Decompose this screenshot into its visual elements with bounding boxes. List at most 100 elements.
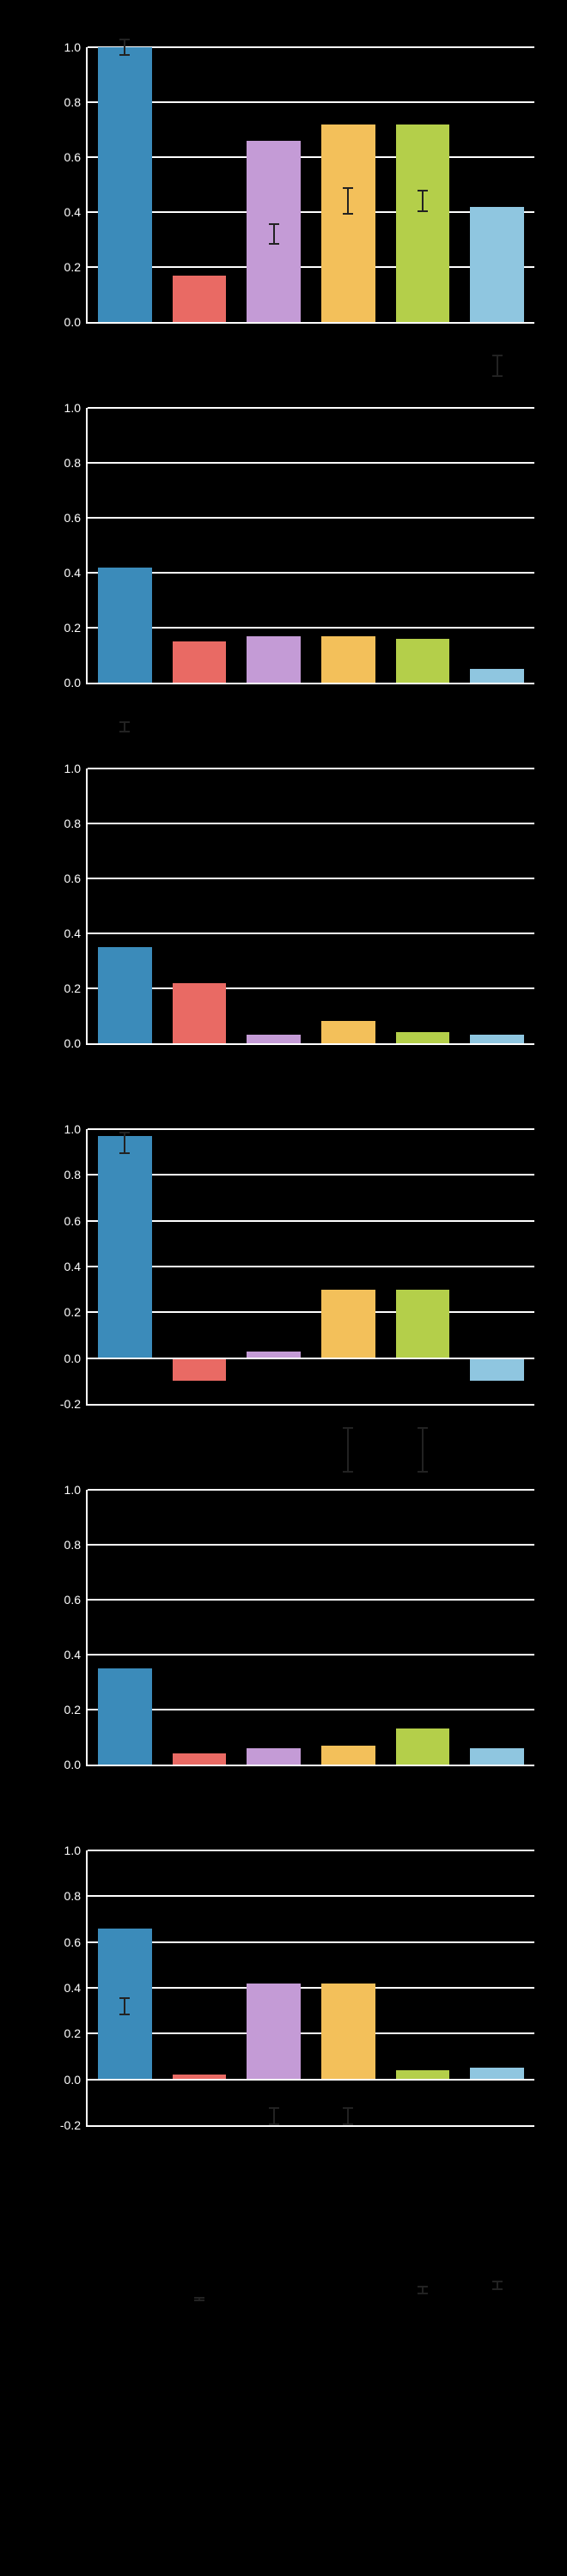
bar bbox=[173, 641, 226, 683]
gridline bbox=[88, 1544, 534, 1546]
bar bbox=[247, 1035, 300, 1043]
bar bbox=[321, 1746, 375, 1765]
bar-chart: -0.20.00.20.40.60.81.0 bbox=[26, 1838, 541, 2164]
zero-line bbox=[88, 1358, 534, 1359]
error-bar bbox=[124, 39, 125, 55]
ytick-label: 1.0 bbox=[64, 762, 88, 775]
gridline bbox=[88, 627, 534, 629]
error-bar bbox=[124, 1132, 125, 1155]
bar bbox=[321, 1290, 375, 1358]
ytick-label: 0.8 bbox=[64, 817, 88, 830]
ytick-label: 1.0 bbox=[64, 1844, 88, 1857]
ytick-label: 0.6 bbox=[64, 1935, 88, 1949]
gridline bbox=[88, 1654, 534, 1656]
ytick-label: 1.0 bbox=[64, 401, 88, 415]
gridline bbox=[88, 407, 534, 409]
error-bar bbox=[273, 2107, 275, 2125]
gridline bbox=[88, 878, 534, 879]
bar bbox=[98, 568, 151, 683]
plot-area: 0.00.20.40.60.81.0 bbox=[86, 1490, 534, 1766]
bar bbox=[247, 1984, 300, 2080]
gridline bbox=[88, 462, 534, 464]
plot-area: 0.00.20.40.60.81.0 bbox=[86, 408, 534, 684]
bar bbox=[396, 1728, 449, 1765]
zero-line bbox=[88, 2079, 534, 2081]
bar bbox=[173, 983, 226, 1043]
bar bbox=[173, 1753, 226, 1765]
bar bbox=[321, 1984, 375, 2080]
error-bar bbox=[347, 187, 349, 215]
gridline bbox=[88, 517, 534, 519]
bar bbox=[247, 636, 300, 683]
ytick-label: 0.4 bbox=[64, 205, 88, 219]
ytick-label: 0.0 bbox=[64, 2073, 88, 2087]
plot-area: -0.20.00.20.40.60.81.0 bbox=[86, 1850, 534, 2127]
ytick-label: 0.8 bbox=[64, 456, 88, 470]
ytick-label: 0.6 bbox=[64, 150, 88, 164]
ytick-label: 0.2 bbox=[64, 981, 88, 995]
bar-chart: 0.00.20.40.60.81.0 bbox=[26, 756, 541, 1082]
bar bbox=[396, 1290, 449, 1358]
bar bbox=[247, 1748, 300, 1765]
ytick-label: 0.6 bbox=[64, 511, 88, 525]
gridline bbox=[88, 572, 534, 574]
gridline bbox=[88, 768, 534, 769]
gridline bbox=[88, 156, 534, 158]
bar bbox=[396, 639, 449, 683]
ytick-label: 0.0 bbox=[64, 1036, 88, 1050]
gridline bbox=[88, 1489, 534, 1491]
gridline bbox=[88, 823, 534, 824]
bar-chart: 0.0 0.2 0.4 0.6 0.8 1.0 bbox=[26, 34, 541, 361]
bar bbox=[98, 1929, 151, 2080]
error-bar bbox=[422, 1427, 424, 1473]
bar bbox=[470, 669, 523, 683]
bar bbox=[470, 2068, 523, 2079]
error-bar bbox=[497, 2281, 498, 2290]
bar bbox=[98, 1668, 151, 1765]
gridline bbox=[88, 1174, 534, 1176]
ytick-label: 0.0 bbox=[64, 1758, 88, 1771]
bar bbox=[98, 47, 151, 322]
gridline bbox=[88, 1311, 534, 1313]
bar bbox=[98, 1136, 151, 1358]
ytick-label: 0.2 bbox=[64, 2026, 88, 2040]
gridline bbox=[88, 101, 534, 103]
error-bar bbox=[422, 2286, 424, 2295]
ytick-label: 0.8 bbox=[64, 95, 88, 109]
ytick-label: -0.2 bbox=[60, 1397, 88, 1411]
gridline bbox=[88, 1709, 534, 1710]
plot-area: -0.20.00.20.40.60.81.0 bbox=[86, 1129, 534, 1406]
ytick-label: 0.2 bbox=[64, 1703, 88, 1716]
bar bbox=[396, 1032, 449, 1043]
ytick-label: 0.4 bbox=[64, 1981, 88, 1995]
gridline bbox=[88, 211, 534, 213]
gridline bbox=[88, 1895, 534, 1897]
gridline bbox=[88, 266, 534, 268]
bar-chart: 0.00.20.40.60.81.0 bbox=[26, 1477, 541, 1803]
bar bbox=[470, 1358, 523, 1382]
ytick-label: 0.0 bbox=[64, 1352, 88, 1365]
ytick-label: 0.4 bbox=[64, 1648, 88, 1662]
bar bbox=[321, 636, 375, 683]
ytick-label: 0.4 bbox=[64, 927, 88, 940]
gridline bbox=[88, 46, 534, 48]
gridline bbox=[88, 1987, 534, 1989]
bar bbox=[321, 125, 375, 322]
bar bbox=[247, 141, 300, 322]
ytick-label: 0.0 bbox=[64, 315, 88, 329]
bar-chart: -0.20.00.20.40.60.81.0 bbox=[26, 1116, 541, 1443]
error-bar bbox=[497, 355, 498, 377]
error-bar bbox=[124, 1997, 125, 2015]
bar bbox=[396, 125, 449, 322]
ytick-label: 0.2 bbox=[64, 260, 88, 274]
gridline bbox=[88, 1266, 534, 1267]
ytick-label: 1.0 bbox=[64, 40, 88, 54]
bar bbox=[173, 276, 226, 322]
ytick-label: 0.8 bbox=[64, 1538, 88, 1552]
error-bar bbox=[422, 190, 424, 212]
ytick-label: 1.0 bbox=[64, 1122, 88, 1136]
gridline bbox=[88, 987, 534, 989]
bar bbox=[470, 1035, 523, 1043]
gridline bbox=[88, 1599, 534, 1601]
bar bbox=[470, 1748, 523, 1765]
